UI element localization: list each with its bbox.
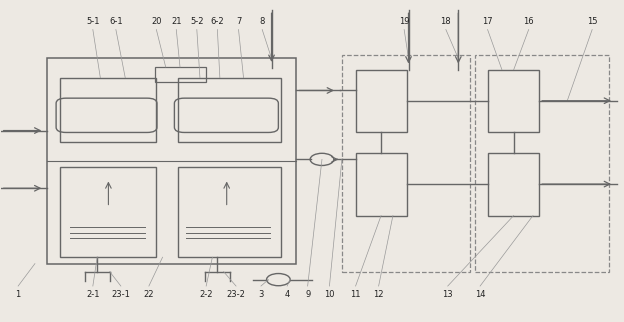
Text: 4: 4: [285, 289, 290, 298]
Text: 5-2: 5-2: [190, 17, 203, 26]
Text: 2-2: 2-2: [200, 289, 213, 298]
Text: 23-2: 23-2: [227, 289, 245, 298]
Text: 7: 7: [236, 17, 241, 26]
Bar: [155, 67, 206, 82]
Text: 17: 17: [482, 17, 493, 26]
Text: 23-1: 23-1: [112, 289, 130, 298]
Text: 22: 22: [144, 289, 154, 298]
Text: 16: 16: [524, 17, 534, 26]
Text: 5-1: 5-1: [86, 17, 100, 26]
Text: 10: 10: [324, 289, 334, 298]
Bar: [488, 70, 539, 132]
Text: 11: 11: [350, 289, 361, 298]
Bar: [47, 58, 296, 264]
Text: 12: 12: [373, 289, 384, 298]
Bar: [488, 153, 539, 215]
Text: 8: 8: [260, 17, 265, 26]
Text: 6-2: 6-2: [210, 17, 224, 26]
Text: 6-1: 6-1: [109, 17, 123, 26]
Text: 21: 21: [171, 17, 182, 26]
Bar: [178, 167, 281, 257]
Text: 1: 1: [16, 289, 21, 298]
Text: 9: 9: [305, 289, 310, 298]
Bar: [178, 78, 281, 142]
Text: 19: 19: [399, 17, 409, 26]
Bar: [342, 55, 469, 272]
Text: 15: 15: [587, 17, 597, 26]
Text: 14: 14: [475, 289, 485, 298]
Bar: [60, 167, 157, 257]
Text: 3: 3: [258, 289, 263, 298]
Text: 2-1: 2-1: [86, 289, 100, 298]
Bar: [356, 70, 407, 132]
Bar: [475, 55, 609, 272]
Text: 18: 18: [441, 17, 451, 26]
Text: 20: 20: [151, 17, 162, 26]
Bar: [60, 78, 157, 142]
Bar: [356, 153, 407, 215]
Text: 13: 13: [442, 289, 453, 298]
